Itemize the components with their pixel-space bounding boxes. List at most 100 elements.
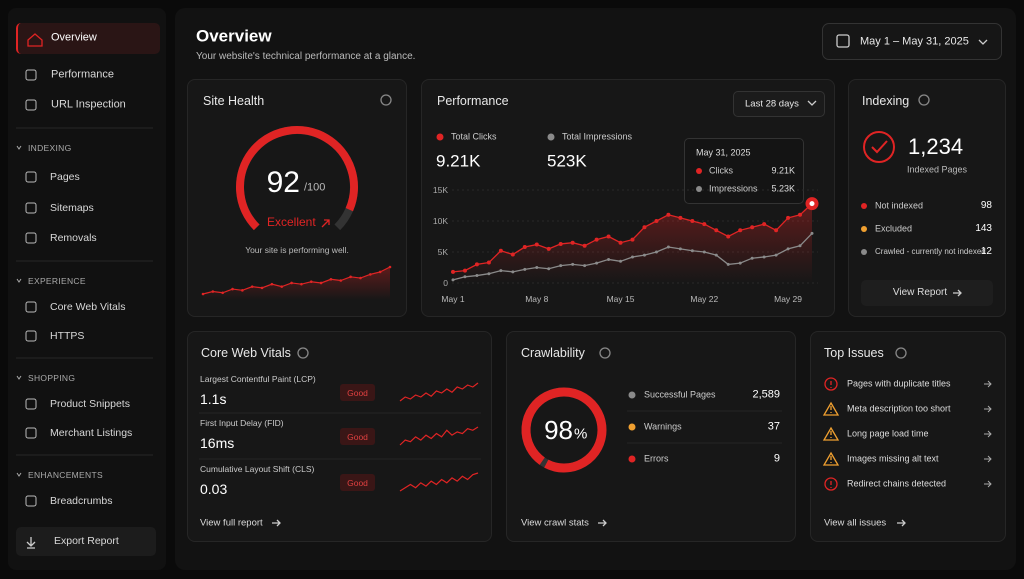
point	[451, 278, 455, 282]
nav-item[interactable]: URL Inspection	[51, 98, 126, 111]
health-trend-dot	[309, 280, 313, 284]
point	[714, 228, 719, 233]
series-area	[453, 203, 812, 283]
nav-item[interactable]: Performance	[51, 68, 114, 81]
metric-trend	[399, 382, 479, 402]
range-dropdown[interactable]	[733, 91, 825, 117]
collapse-caret	[16, 375, 22, 380]
nav-item[interactable]: Core Web Vitals	[50, 300, 126, 313]
point	[607, 257, 611, 261]
range[interactable]: Last 28 days	[745, 98, 799, 110]
info-icon	[380, 94, 392, 106]
nav-item[interactable]: Breadcrumbs	[50, 494, 113, 507]
date-range[interactable]: May 1 – May 31, 2025	[860, 35, 969, 48]
row-value: 9	[773, 452, 780, 465]
health-trend	[202, 266, 391, 295]
score: 92	[266, 166, 300, 199]
health-trend-dot	[201, 292, 205, 296]
section-title: ENHANCEMENTS	[28, 469, 103, 480]
badge	[340, 428, 375, 445]
view-report-button[interactable]	[861, 280, 993, 306]
point	[750, 256, 754, 260]
info-icon	[297, 347, 309, 359]
row-label: Crawled - currently not indexed	[875, 247, 986, 256]
nav-icon	[25, 232, 37, 244]
link[interactable]: View all issues	[824, 517, 887, 529]
point	[666, 245, 670, 249]
point	[475, 274, 479, 278]
health-trend-area	[203, 267, 390, 300]
link[interactable]: View full report	[200, 517, 263, 529]
nav-item[interactable]: Sitemaps	[50, 201, 94, 214]
point	[451, 269, 455, 274]
badge	[340, 384, 375, 401]
point	[714, 253, 718, 257]
nav-item[interactable]: Pages	[50, 170, 80, 183]
export-button[interactable]	[16, 527, 156, 556]
point	[726, 234, 731, 239]
tooltip-dot	[696, 168, 702, 174]
legend-label: Total Impressions	[562, 131, 633, 142]
nav-item[interactable]: Overview	[51, 31, 97, 44]
point	[571, 262, 575, 266]
chevron	[978, 39, 988, 45]
point	[546, 246, 551, 251]
nav-item[interactable]: Product Snippets	[50, 397, 130, 410]
warning-icon	[822, 451, 840, 466]
nav-icon	[25, 69, 37, 81]
point	[594, 237, 599, 242]
health-trend-dot	[260, 286, 264, 290]
nav-icon	[25, 427, 37, 439]
point	[774, 228, 779, 233]
health-trend-dot	[339, 279, 343, 282]
button-label[interactable]: View Report	[892, 287, 948, 298]
point	[559, 264, 563, 268]
status-dot	[861, 249, 867, 255]
point	[738, 261, 742, 265]
status: Excellent	[267, 215, 316, 229]
arrow	[953, 289, 962, 297]
issue[interactable]: Redirect chains detected	[847, 478, 947, 489]
arrow	[984, 430, 992, 438]
nav-item[interactable]: HTTPS	[50, 329, 85, 342]
point	[654, 219, 659, 223]
issue[interactable]: Long page load time	[847, 428, 929, 439]
point	[630, 237, 635, 242]
tooltip-date: May 31, 2025	[696, 147, 751, 158]
card-title: Performance	[437, 93, 509, 108]
tooltip-label: Clicks	[709, 165, 733, 176]
nav-item[interactable]: Merchant Listings	[50, 426, 133, 439]
health-trend-dot	[211, 290, 215, 293]
tooltip-value: 9.21K	[771, 165, 795, 176]
point	[498, 248, 503, 253]
issue[interactable]: Pages with duplicate titles	[847, 378, 951, 389]
arrow	[984, 480, 992, 488]
card-title: Site Health	[203, 93, 265, 108]
point	[678, 215, 683, 220]
trend-arrow	[321, 219, 330, 228]
export-label[interactable]: Export Report	[54, 534, 119, 547]
page-subtitle: Your website's technical performance at …	[196, 51, 416, 62]
x-tick-label: May 8	[525, 293, 549, 304]
point	[486, 260, 491, 265]
date-picker[interactable]	[822, 23, 1002, 60]
y-tick-label: 10K	[432, 215, 448, 226]
point	[463, 275, 467, 279]
health-trend-dot	[221, 291, 224, 295]
card-title: Top Issues	[824, 345, 884, 360]
point	[810, 231, 814, 235]
link[interactable]: View crawl stats	[521, 517, 589, 529]
point	[666, 212, 671, 217]
health-trend-dot	[270, 282, 274, 286]
point	[786, 247, 790, 251]
nav-icon	[25, 171, 37, 183]
tooltip-value: 5.23K	[771, 183, 795, 194]
health-trend-dot	[241, 289, 244, 292]
arrow	[598, 519, 607, 527]
point	[595, 261, 599, 265]
legend-label: Total Clicks	[451, 131, 497, 142]
issue[interactable]: Meta description too short	[847, 403, 951, 414]
point	[487, 272, 491, 276]
issue[interactable]: Images missing alt text	[847, 453, 939, 464]
nav-item[interactable]: Removals	[50, 231, 97, 244]
